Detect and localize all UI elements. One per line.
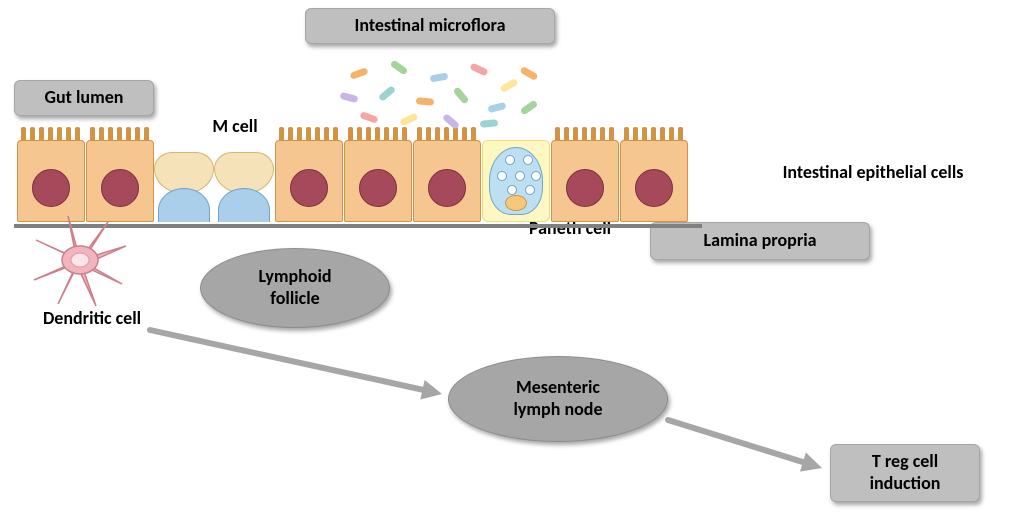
microbe — [519, 66, 538, 81]
microbe — [390, 59, 409, 75]
enterocyte — [413, 140, 481, 222]
microbe — [499, 78, 518, 93]
enterocyte — [620, 140, 688, 222]
gut-lumen-label: Gut lumen — [14, 80, 154, 116]
m-cell-label: M cell — [195, 116, 275, 140]
mesenteric-lymph-node-label: Mesenteric lymph node — [448, 356, 668, 442]
arrow-follicle-to-mln — [130, 310, 462, 414]
diagram-stage: { "canvas": { "width": 1024, "height": 5… — [0, 0, 1024, 516]
microbe — [378, 85, 396, 102]
microbe — [349, 67, 368, 80]
microbe — [480, 119, 499, 128]
paneth-cell — [482, 140, 550, 222]
treg-induction-label: T reg cell induction — [830, 444, 980, 502]
enterocyte — [344, 140, 412, 222]
microbe — [339, 92, 358, 103]
microbe — [520, 99, 539, 115]
microbe — [453, 86, 470, 104]
arrow-mln-to-treg — [648, 400, 842, 488]
microbe — [469, 63, 488, 77]
title-label: Intestinal microflora — [305, 8, 555, 44]
microbe — [359, 111, 378, 124]
m-cell — [214, 152, 274, 222]
microbe — [442, 113, 460, 130]
microbe — [416, 97, 435, 106]
iec-label: Intestinal epithelial cells — [728, 162, 1018, 186]
microbe — [399, 113, 418, 127]
m-cell — [154, 152, 214, 222]
microflora-cluster — [330, 60, 560, 130]
dendritic-cell — [30, 210, 130, 310]
microbe — [430, 72, 449, 82]
microbe — [487, 102, 506, 113]
enterocyte — [275, 140, 343, 222]
enterocyte — [551, 140, 619, 222]
